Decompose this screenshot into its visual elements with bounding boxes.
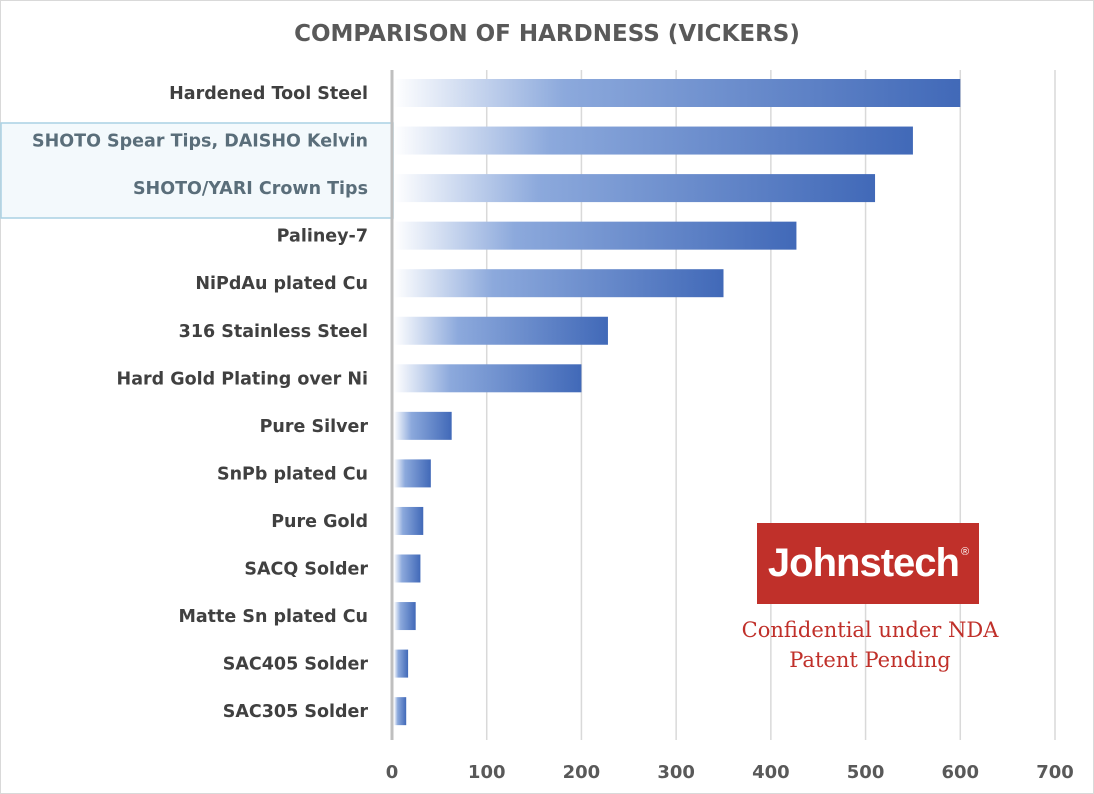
registered-mark: ® (960, 545, 969, 558)
bar (394, 269, 724, 298)
category-label: Matte Sn plated Cu (178, 607, 368, 627)
category-label: SHOTO/YARI Crown Tips (133, 179, 368, 199)
x-tick-label: 200 (563, 762, 601, 783)
confidential-notice: Confidential under NDA (741, 618, 999, 642)
category-label: SAC405 Solder (223, 655, 369, 675)
x-tick-label: 100 (468, 762, 506, 783)
patent-notice: Patent Pending (789, 648, 951, 672)
category-label: SACQ Solder (244, 560, 368, 580)
x-tick-label: 600 (941, 762, 979, 783)
x-tick-label: 400 (752, 762, 790, 783)
category-label: NiPdAu plated Cu (195, 274, 368, 294)
logo-text: Johnstech (767, 541, 960, 585)
x-tick-label: 500 (847, 762, 885, 783)
bar (394, 126, 913, 155)
category-label: Hard Gold Plating over Ni (117, 369, 368, 389)
x-tick-label: 0 (386, 762, 399, 783)
x-tick-label: 300 (657, 762, 695, 783)
bar (394, 221, 797, 250)
bar (394, 554, 421, 583)
category-label: SAC305 Solder (223, 702, 369, 722)
category-label: Pure Gold (271, 512, 368, 532)
bar (394, 174, 876, 203)
category-label: SHOTO Spear Tips, DAISHO Kelvin (32, 132, 368, 152)
bar (394, 364, 582, 393)
bar (394, 316, 608, 345)
highlight-box (0, 122, 394, 219)
category-label: Paliney-7 (277, 227, 368, 247)
bar (394, 649, 409, 678)
category-label: 316 Stainless Steel (179, 322, 368, 342)
category-label: Pure Silver (260, 417, 369, 437)
johnstech-logo: Johnstech ® (757, 523, 979, 604)
bar (394, 79, 961, 107)
bar (394, 602, 416, 631)
bar (394, 506, 424, 535)
category-label: SnPb plated Cu (217, 464, 368, 484)
bar (394, 697, 407, 726)
category-label: Hardened Tool Steel (169, 84, 368, 104)
chart-title: COMPARISON OF HARDNESS (VICKERS) (294, 21, 800, 47)
bar (394, 411, 452, 440)
bar (394, 459, 431, 488)
x-tick-label: 700 (1036, 762, 1074, 783)
